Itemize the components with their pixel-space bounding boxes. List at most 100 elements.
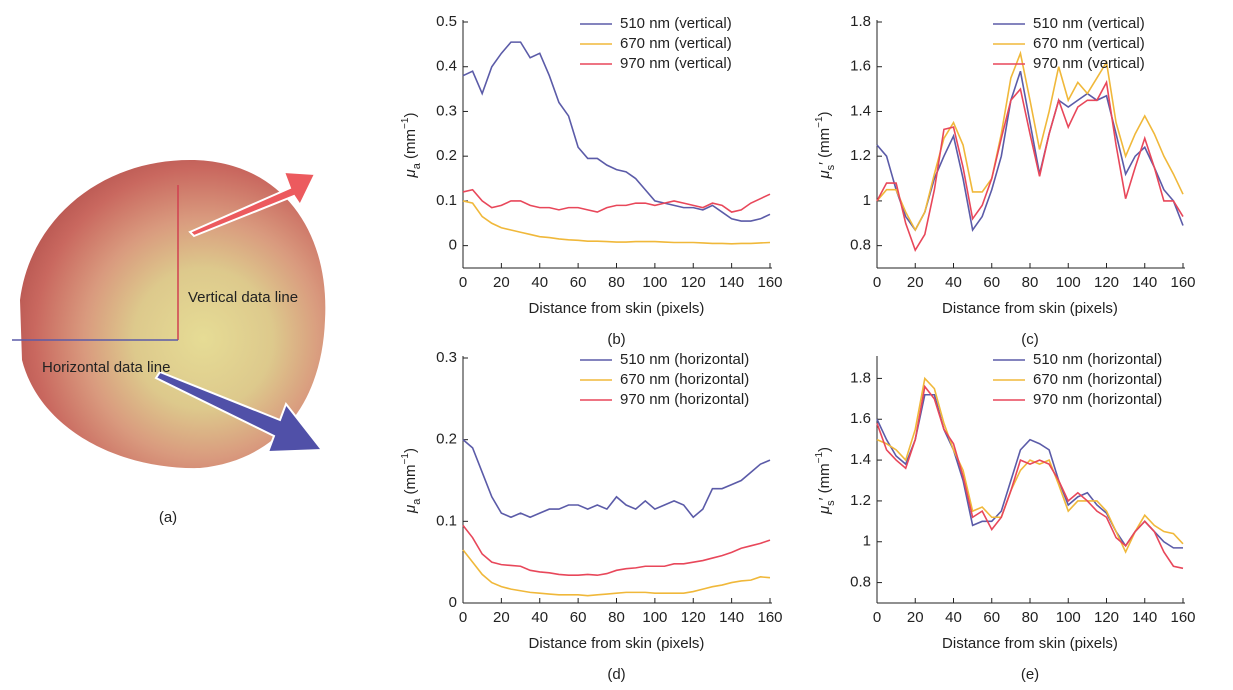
x-tick-label: 0	[873, 274, 881, 291]
y-axis-label-part: ′ (mm	[816, 463, 833, 500]
data-line	[462, 439, 771, 519]
data-line	[462, 188, 771, 213]
x-tick-label: 20	[493, 274, 510, 291]
y-axis-label-part: )	[402, 113, 419, 118]
x-tick-label: 60	[983, 609, 1000, 626]
y-tick-label: 0.8	[850, 237, 871, 254]
x-tick-label: 80	[1022, 609, 1039, 626]
x-tick-label: 160	[1170, 609, 1195, 626]
x-tick-label: 160	[757, 274, 782, 291]
legend: 510 nm (horizontal) 670 nm (horizontal) 97…	[580, 351, 749, 408]
panel-label: (e)	[1021, 666, 1039, 683]
x-tick-label: 140	[1132, 274, 1157, 291]
y-axis-label: μa (mm−1)	[400, 113, 423, 179]
y-tick-label: 0.5	[436, 13, 457, 30]
x-tick-label: 100	[642, 274, 667, 291]
horizontal-arrow	[154, 370, 324, 454]
data-line	[462, 524, 771, 577]
y-axis-label-part: μ	[816, 506, 833, 515]
x-tick-label: 60	[570, 274, 587, 291]
x-tick-label: 140	[719, 609, 744, 626]
legend: 510 nm (horizontal) 670 nm (horizontal) 97…	[993, 351, 1162, 408]
y-tick-label: 1	[863, 192, 871, 209]
data-line	[462, 200, 771, 245]
panel-label: (d)	[607, 666, 625, 683]
legend-label: 970 nm (horizontal)	[620, 391, 749, 408]
chart: 0 0.1 0.2 0.3 0.4 0.5 0 20 40 60 80 100 120 140 160 Dis…	[400, 13, 782, 348]
x-tick-label: 20	[907, 609, 924, 626]
x-tick-label: 40	[531, 609, 548, 626]
x-tick-label: 0	[873, 609, 881, 626]
legend-label: 970 nm (vertical)	[1033, 55, 1145, 72]
legend-label: 510 nm (horizontal)	[1033, 351, 1162, 368]
y-tick-label: 0.1	[436, 512, 457, 529]
x-tick-label: 80	[608, 274, 625, 291]
legend: 510 nm (vertical) 670 nm (vertical) 970 nm…	[993, 15, 1145, 72]
photo-panel: Vertical data line Horizontal data line …	[12, 160, 326, 526]
panel-label: (a)	[159, 509, 177, 526]
y-axis-label-part: ′ (mm	[816, 128, 833, 165]
legend-label: 670 nm (vertical)	[620, 35, 732, 52]
x-tick-label: 140	[1132, 609, 1157, 626]
y-tick-label: 0.4	[436, 58, 457, 75]
y-axis-label: μa (mm−1)	[400, 448, 423, 514]
y-tick-label: 1	[863, 533, 871, 550]
y-tick-label: 1.8	[850, 369, 871, 386]
y-tick-label: 1.8	[850, 13, 871, 30]
y-tick-label: 0.3	[436, 349, 457, 366]
y-tick-label: 1.4	[850, 102, 871, 119]
x-tick-label: 100	[642, 609, 667, 626]
y-tick-label: 0.8	[850, 574, 871, 591]
y-axis-label-part: −1	[400, 453, 411, 465]
x-axis-label: Distance from skin (pixels)	[529, 300, 705, 317]
x-axis-label: Distance from skin (pixels)	[942, 300, 1118, 317]
legend-label: 970 nm (horizontal)	[1033, 391, 1162, 408]
data-line	[876, 79, 1184, 252]
y-axis-label-part: a	[411, 498, 423, 505]
chart: 0 0.1 0.2 0.3 0 20 40 60 80 100 120 140 160 Distance …	[400, 349, 782, 683]
x-tick-label: 20	[493, 609, 510, 626]
x-tick-label: 20	[907, 274, 924, 291]
y-tick-label: 0.3	[436, 102, 457, 119]
y-axis-label-part: s	[825, 164, 837, 170]
x-tick-label: 0	[459, 609, 467, 626]
peach-photo	[20, 160, 326, 469]
y-axis-label-part: μ	[402, 169, 419, 178]
legend-label: 670 nm (horizontal)	[1033, 371, 1162, 388]
y-tick-label: 1.6	[850, 410, 871, 427]
data-line	[876, 393, 1183, 549]
x-tick-label: 60	[983, 274, 1000, 291]
legend-label: 510 nm (horizontal)	[620, 351, 749, 368]
y-axis-label-part: μ	[816, 170, 833, 179]
y-axis-label-part: −1	[814, 452, 825, 464]
legend-label: 670 nm (horizontal)	[620, 371, 749, 388]
y-axis-label-part: μ	[402, 505, 419, 514]
x-tick-label: 80	[1022, 274, 1039, 291]
y-tick-label: 0	[449, 237, 457, 254]
data-line	[462, 549, 771, 597]
data-line	[876, 70, 1184, 232]
y-axis-label: μs′ (mm−1)	[814, 111, 837, 179]
horizontal-label: Horizontal data line	[42, 359, 170, 376]
y-tick-label: 0	[449, 594, 457, 611]
x-tick-label: 140	[719, 274, 744, 291]
panel-label: (b)	[607, 331, 625, 348]
data-line	[876, 50, 1184, 232]
data-line	[876, 384, 1184, 570]
x-tick-label: 120	[681, 274, 706, 291]
x-tick-label: 160	[757, 609, 782, 626]
chart: 0.8 1 1.2 1.4 1.6 1.8 0 20 40 60 80 100 120 140 160 Dis…	[814, 351, 1195, 683]
x-tick-label: 120	[681, 609, 706, 626]
legend-label: 670 nm (vertical)	[1033, 35, 1145, 52]
x-tick-label: 100	[1056, 609, 1081, 626]
x-tick-label: 100	[1056, 274, 1081, 291]
x-tick-label: 40	[945, 274, 962, 291]
legend-label: 510 nm (vertical)	[1033, 15, 1145, 32]
y-axis-label-part: (mm	[402, 464, 419, 498]
y-axis-label-part: )	[816, 447, 833, 452]
x-tick-label: 40	[945, 609, 962, 626]
vertical-arrow	[188, 170, 317, 238]
y-tick-label: 0.2	[436, 147, 457, 164]
chart: 0.8 1 1.2 1.4 1.6 1.8 0 20 40 60 80 100 120 140 160 Dis…	[814, 13, 1195, 348]
